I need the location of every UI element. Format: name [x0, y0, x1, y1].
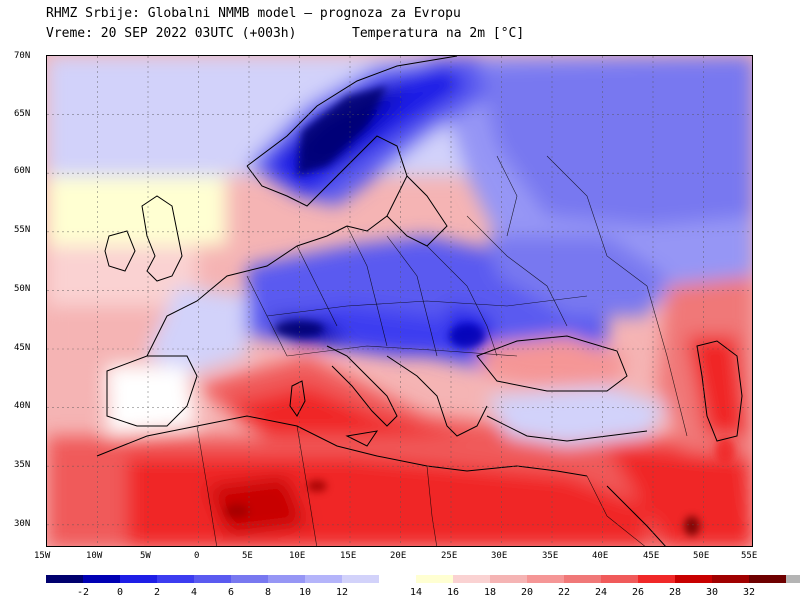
- legend-swatch: [379, 575, 416, 583]
- legend-swatch: [342, 575, 379, 583]
- lat-label-45n: 45N: [14, 343, 31, 353]
- coastlines: [96, 56, 743, 546]
- legend-swatch: [601, 575, 638, 583]
- legend-swatch: [527, 575, 564, 583]
- temperature-field: [47, 56, 752, 546]
- legend-label: 22: [557, 587, 571, 598]
- legend-label: 0: [116, 587, 124, 598]
- legend-label: -2: [76, 587, 90, 598]
- lon-label-30e: 30E: [491, 551, 508, 561]
- legend-swatch: [83, 575, 120, 583]
- legend-swatch: [157, 575, 194, 583]
- legend-label: 20: [520, 587, 534, 598]
- legend-swatch: [490, 575, 527, 583]
- map-title: RHMZ Srbije: Globalni NMMB model — progn…: [46, 6, 461, 21]
- graticule: [47, 56, 752, 546]
- lat-label-35n: 35N: [14, 460, 31, 470]
- lon-label-40e: 40E: [592, 551, 609, 561]
- lon-label-15w: 15W: [34, 551, 51, 561]
- field-name: Temperatura na 2m [°C]: [352, 26, 525, 41]
- map-canvas: [47, 56, 752, 546]
- legend-swatch: [749, 575, 786, 583]
- legend-label: 32: [742, 587, 756, 598]
- lon-label-5e: 5E: [242, 551, 253, 561]
- lat-label-40n: 40N: [14, 401, 31, 411]
- lat-label-60n: 60N: [14, 166, 31, 176]
- legend-swatch: [268, 575, 305, 583]
- lon-label-0: 0: [194, 551, 200, 561]
- country-borders: [196, 155, 688, 546]
- legend-label: 6: [227, 587, 235, 598]
- lat-label-70n: 70N: [14, 51, 31, 61]
- lon-label-5w: 5W: [140, 551, 151, 561]
- lon-label-35e: 35E: [542, 551, 559, 561]
- legend-swatch: [675, 575, 712, 583]
- lon-label-15e: 15E: [340, 551, 357, 561]
- temperature-map: [46, 55, 753, 547]
- legend-label: 28: [668, 587, 682, 598]
- lat-label-65n: 65N: [14, 109, 31, 119]
- legend-swatch: [712, 575, 749, 583]
- legend-swatch: [416, 575, 453, 583]
- legend-swatch: [453, 575, 490, 583]
- legend-swatch: [194, 575, 231, 583]
- legend-label: 18: [483, 587, 497, 598]
- legend-label: 2: [153, 587, 161, 598]
- forecast-time: Vreme: 20 SEP 2022 03UTC (+003h): [46, 26, 297, 41]
- lon-label-20e: 20E: [390, 551, 407, 561]
- color-legend: -2 0 2 4 6 8 10 12 14 16 18 20 22 24 26 28 30 32: [0, 575, 800, 600]
- legend-swatch: [564, 575, 601, 583]
- legend-label: 26: [631, 587, 645, 598]
- lat-label-50n: 50N: [14, 284, 31, 294]
- lon-label-50e: 50E: [693, 551, 710, 561]
- contour-patches: [225, 86, 735, 536]
- legend-swatch: [46, 575, 83, 583]
- legend-label: 8: [264, 587, 272, 598]
- legend-label: 14: [409, 587, 423, 598]
- legend-label: 4: [190, 587, 198, 598]
- legend-swatch: [120, 575, 157, 583]
- legend-swatch: [305, 575, 342, 583]
- lon-label-55e: 55E: [741, 551, 758, 561]
- lon-label-45e: 45E: [643, 551, 660, 561]
- legend-swatch: [231, 575, 268, 583]
- legend-label: 12: [335, 587, 349, 598]
- lon-label-10e: 10E: [289, 551, 306, 561]
- legend-swatch: [786, 575, 800, 583]
- lat-label-30n: 30N: [14, 519, 31, 529]
- legend-label: 10: [298, 587, 312, 598]
- legend-label: 16: [446, 587, 460, 598]
- legend-swatch: [638, 575, 675, 583]
- lon-label-10w: 10W: [86, 551, 103, 561]
- legend-label: 30: [705, 587, 719, 598]
- lat-label-55n: 55N: [14, 225, 31, 235]
- legend-label: 24: [594, 587, 608, 598]
- lon-label-25e: 25E: [441, 551, 458, 561]
